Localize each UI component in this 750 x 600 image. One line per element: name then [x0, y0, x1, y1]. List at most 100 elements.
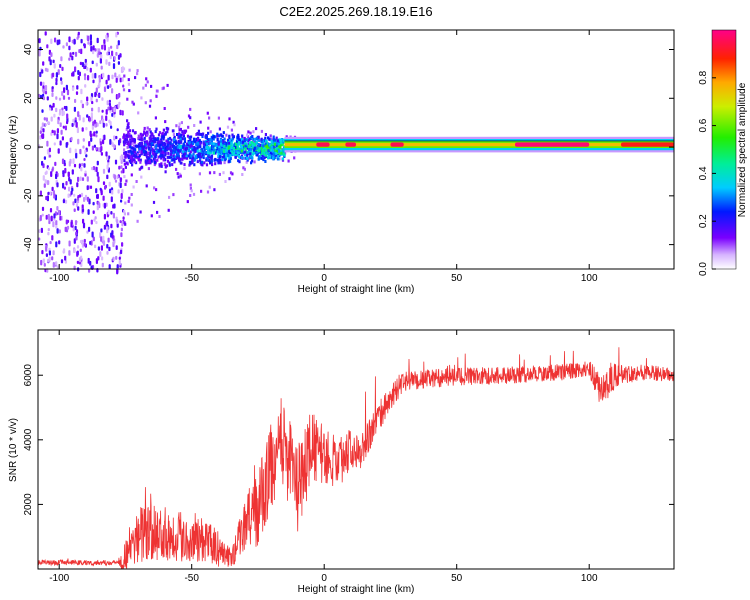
heatmap-cell — [145, 184, 148, 188]
snr-panel: -100 -50 0 50 100 2000 4000 6000 Height of str… — [8, 329, 675, 595]
heatmap-cell — [249, 143, 252, 147]
heatmap-cell — [47, 121, 51, 125]
y-tick-label: 4000 — [23, 428, 34, 451]
heatmap-cell — [218, 144, 221, 148]
heatmap-cell — [224, 144, 227, 148]
heatmap-cell — [196, 146, 199, 150]
heatmap-cell — [293, 156, 296, 160]
heatmap-cell — [261, 154, 264, 158]
heatmap-cell — [274, 156, 277, 160]
heatmap-cell — [142, 86, 145, 90]
heatmap-cell — [80, 88, 83, 95]
heatmap-cell — [195, 148, 198, 152]
heatmap-cell — [197, 155, 200, 159]
heatmap-cell — [101, 97, 104, 101]
heatmap-cell — [150, 154, 153, 158]
heatmap-cell — [198, 172, 201, 176]
heatmap-cell — [39, 215, 42, 221]
y-tick-label: 40 — [23, 44, 34, 56]
heatmap-cell — [179, 172, 182, 176]
heatmap-cell — [243, 139, 246, 143]
heatmap-cell — [230, 141, 233, 145]
heatmap-cell — [238, 138, 241, 142]
heatmap-cell — [251, 159, 254, 163]
heatmap-cell — [124, 182, 127, 186]
heatmap-cell — [178, 125, 181, 129]
heatmap-cell — [173, 135, 176, 139]
heatmap-cell — [93, 131, 96, 137]
heatmap-cell — [87, 41, 90, 45]
heatmap-cell — [223, 161, 226, 165]
heatmap-cell — [214, 162, 217, 166]
heatmap-cell — [191, 160, 194, 164]
heatmap-cell — [186, 134, 190, 138]
heatmap-cell — [127, 154, 130, 158]
heatmap-cell — [236, 151, 240, 155]
heatmap-cell — [193, 149, 197, 153]
heatmap-cell — [216, 134, 219, 138]
heatmap-cell — [206, 138, 209, 141]
heatmap-cell — [246, 135, 250, 139]
heatmap-cell — [68, 186, 71, 192]
heatmap-cell — [182, 134, 185, 138]
heatmap-cell — [108, 119, 111, 124]
heatmap-cell — [251, 152, 254, 156]
heatmap-band — [284, 142, 674, 147]
heatmap-cell — [253, 148, 256, 152]
heatmap-cell — [148, 128, 151, 132]
heatmap-cell — [209, 161, 212, 165]
heatmap-cell — [182, 153, 185, 157]
heatmap-cell — [56, 182, 59, 188]
heatmap-cell — [142, 145, 145, 149]
heatmap-cell — [75, 152, 78, 159]
heatmap-cell — [55, 96, 58, 100]
heatmap-cell — [139, 158, 142, 162]
heatmap-cell — [258, 147, 261, 151]
heatmap-cell — [252, 137, 255, 141]
heatmap-cell — [103, 39, 106, 44]
heatmap-cell — [276, 146, 279, 150]
heatmap-cell — [198, 152, 201, 156]
heatmap-cell — [72, 158, 75, 164]
heatmap-cell — [83, 73, 87, 77]
heatmap-cell — [39, 130, 42, 135]
heatmap-cell — [274, 153, 277, 157]
heatmap-cell — [192, 192, 196, 196]
heatmap-cell — [60, 129, 63, 135]
heatmap-cell — [125, 155, 128, 159]
heatmap-cell — [260, 156, 263, 160]
heatmap-cell — [79, 176, 82, 181]
heatmap-cell — [143, 140, 146, 144]
heatmap-cell — [130, 173, 133, 177]
heatmap-cell — [67, 193, 70, 198]
heatmap-cell — [140, 166, 143, 170]
heatmap-cell — [86, 96, 89, 102]
heatmap-cell — [105, 123, 108, 127]
heatmap-cell — [267, 149, 270, 153]
heatmap-cell — [155, 188, 158, 192]
heatmap-cell — [230, 128, 233, 132]
heatmap-cell — [167, 137, 170, 141]
heatmap-cell — [237, 149, 240, 153]
heatmap-cell — [210, 159, 213, 163]
heatmap-cell — [80, 192, 84, 197]
heatmap-cell — [57, 69, 60, 76]
heatmap-cell — [123, 210, 126, 214]
heatmap-cell — [147, 151, 150, 155]
heatmap-cell — [190, 189, 193, 193]
heatmap-cell — [240, 140, 243, 144]
heatmap-cell — [255, 127, 258, 131]
heatmap-cell — [62, 170, 65, 175]
heatmap-cell — [217, 160, 221, 164]
heatmap-cell — [253, 146, 256, 150]
heatmap-cell — [97, 246, 100, 251]
heatmap-cell — [82, 145, 85, 149]
heatmap-cell — [52, 190, 55, 195]
heatmap-cell — [217, 148, 220, 152]
heatmap-cell — [199, 142, 202, 145]
heatmap-cell — [78, 49, 81, 54]
heatmap-cell — [271, 152, 274, 156]
heatmap-cell — [197, 132, 200, 136]
heatmap-cell — [181, 145, 185, 149]
heatmap-cell — [119, 77, 122, 83]
